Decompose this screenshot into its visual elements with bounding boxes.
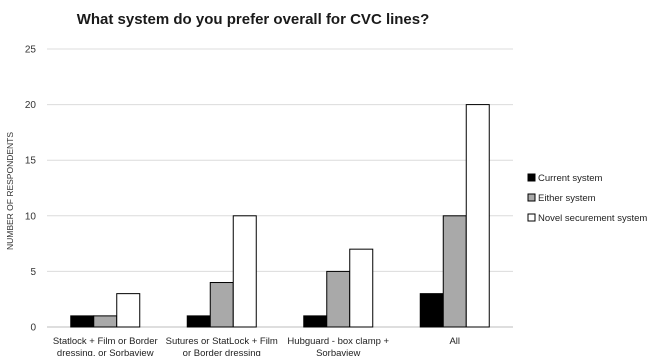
- legend-swatch: [527, 193, 536, 202]
- x-tick-label: Hubguard - box clamp + Sorbaview: [287, 336, 389, 356]
- bar: [419, 293, 444, 328]
- legend-label: Novel securement system: [538, 213, 647, 224]
- bar: [303, 315, 328, 328]
- bar: [232, 215, 257, 328]
- bar: [326, 270, 351, 328]
- category-labels: Statlock + Film or Border dressing, or So…: [53, 336, 460, 356]
- chart-title: What system do you prefer overall for CV…: [77, 11, 430, 28]
- bar: [186, 315, 211, 328]
- bar: [93, 315, 118, 328]
- bar: [442, 215, 467, 328]
- bar: [116, 293, 141, 328]
- x-tick-label: All: [449, 336, 460, 347]
- bar: [209, 282, 234, 328]
- y-tick-label: 25: [25, 45, 37, 56]
- legend: Current system Either system Novel securem…: [527, 173, 647, 224]
- y-axis-label: NUMBER OF RESPONDENTS: [5, 132, 15, 250]
- bar: [70, 315, 95, 328]
- legend-swatch: [527, 213, 536, 222]
- y-tick-label: 0: [30, 323, 36, 334]
- legend-label: Current system: [538, 173, 602, 184]
- y-tick-label: 20: [25, 100, 37, 111]
- y-tick-label: 10: [25, 211, 37, 222]
- y-tick-labels: 0 5 10 15 20 25: [25, 45, 37, 334]
- x-tick-label: Sutures or StatLock + Film or Border dres…: [166, 336, 278, 356]
- y-tick-label: 15: [25, 156, 37, 167]
- bar: [349, 248, 374, 328]
- y-tick-label: 5: [30, 267, 36, 278]
- legend-label: Either system: [538, 193, 596, 204]
- bars: [70, 104, 490, 328]
- legend-swatch: [527, 173, 536, 182]
- bar: [465, 104, 490, 328]
- x-tick-label: Statlock + Film or Border dressing, or So…: [53, 336, 158, 356]
